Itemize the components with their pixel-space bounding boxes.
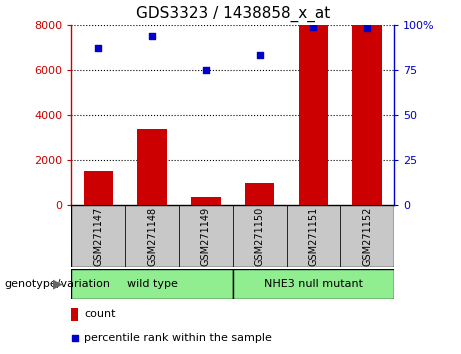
Point	[364, 25, 371, 31]
Text: count: count	[84, 309, 116, 319]
Bar	[83, 171, 113, 205]
Bar	[233, 269, 394, 299]
Point	[256, 53, 263, 58]
Bar	[191, 198, 221, 205]
Bar	[125, 205, 179, 267]
Bar	[245, 183, 274, 205]
Text: GSM271149: GSM271149	[201, 207, 211, 266]
Bar	[137, 129, 167, 205]
Text: percentile rank within the sample: percentile rank within the sample	[84, 332, 272, 343]
Point	[310, 24, 317, 29]
Text: ▶: ▶	[53, 278, 62, 291]
Bar	[71, 269, 233, 299]
Bar	[287, 205, 340, 267]
Text: GSM271150: GSM271150	[254, 207, 265, 266]
Title: GDS3323 / 1438858_x_at: GDS3323 / 1438858_x_at	[136, 6, 330, 22]
Bar	[71, 205, 125, 267]
Bar	[340, 205, 394, 267]
Text: GSM271148: GSM271148	[147, 207, 157, 266]
Bar	[353, 25, 382, 205]
Point	[71, 335, 79, 341]
Text: GSM271147: GSM271147	[93, 207, 103, 266]
Text: wild type: wild type	[127, 279, 177, 289]
Point	[202, 67, 210, 73]
Text: GSM271152: GSM271152	[362, 207, 372, 266]
Point	[148, 33, 156, 39]
Bar	[299, 25, 328, 205]
Text: NHE3 null mutant: NHE3 null mutant	[264, 279, 363, 289]
Bar	[233, 205, 287, 267]
Bar	[71, 308, 78, 321]
Bar	[179, 205, 233, 267]
Text: GSM271151: GSM271151	[308, 207, 319, 266]
Text: genotype/variation: genotype/variation	[5, 279, 111, 289]
Point	[95, 45, 102, 51]
